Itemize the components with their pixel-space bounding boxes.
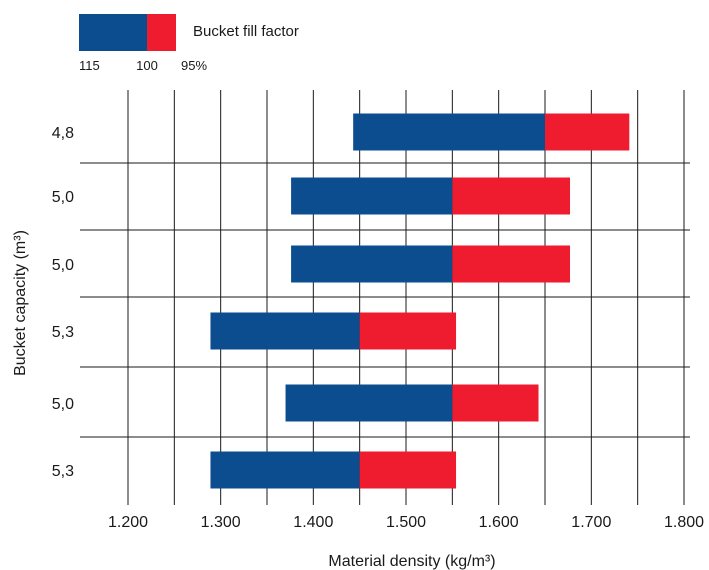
y-tick-labels: 4,8 5,0 5,0 5,3 5,0 5,3 [52, 125, 74, 480]
x-tick-label: 1.500 [386, 514, 426, 531]
legend-tick-115: 115 [79, 58, 100, 73]
legend-tick-100: 100 [136, 58, 158, 73]
x-tick-label: 1.400 [293, 514, 333, 531]
y-tick-label: 5,3 [52, 463, 74, 480]
y-tick-label: 5,0 [52, 189, 74, 206]
legend-blue-swatch [79, 14, 147, 51]
x-tick-label: 1.800 [664, 514, 704, 531]
bar-red-1 [452, 177, 571, 215]
bar-red-2 [452, 245, 571, 283]
y-tick-label: 4,8 [52, 125, 74, 142]
bar-red-5 [359, 451, 457, 489]
bar-blue-2 [291, 245, 453, 283]
x-axis-label: Material density (kg/m³) [328, 553, 495, 570]
bar-blue-5 [210, 451, 360, 489]
bar-blue-0 [353, 113, 545, 151]
legend-tick-95: 95% [181, 58, 207, 73]
legend-red-swatch [147, 14, 176, 51]
legend: Bucket fill factor 115 100 95% [79, 14, 299, 73]
bar-blue-1 [291, 177, 453, 215]
legend-label: Bucket fill factor [193, 23, 299, 40]
grid-lines [80, 90, 690, 505]
x-tick-label: 1.200 [108, 514, 148, 531]
y-tick-label: 5,0 [52, 396, 74, 413]
bar-blue-3 [210, 312, 360, 350]
bar-red-0 [545, 113, 630, 151]
bar-red-3 [359, 312, 457, 350]
y-tick-label: 5,3 [52, 324, 74, 341]
bar-red-4 [452, 384, 539, 422]
x-tick-labels: 1.200 1.300 1.400 1.500 1.600 1.700 1.800 [108, 514, 704, 531]
bars [210, 113, 630, 489]
bar-blue-4 [285, 384, 453, 422]
y-tick-label: 5,0 [52, 257, 74, 274]
x-tick-label: 1.600 [479, 514, 519, 531]
x-tick-label: 1.300 [201, 514, 241, 531]
y-axis-label: Bucket capacity (m³) [12, 230, 29, 376]
x-tick-label: 1.700 [571, 514, 611, 531]
